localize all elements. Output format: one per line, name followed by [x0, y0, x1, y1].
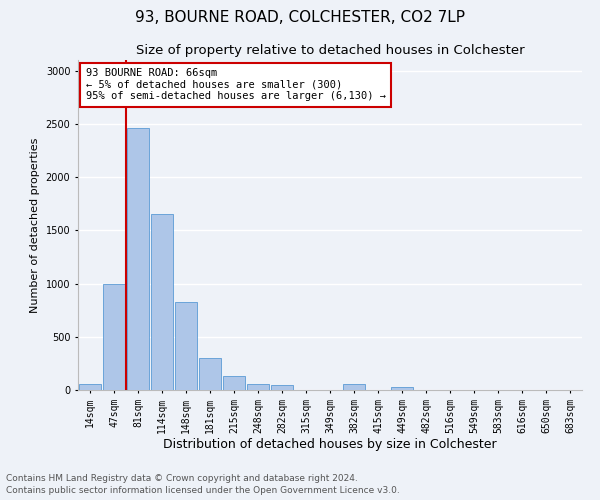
Bar	[199, 358, 221, 390]
Bar	[151, 214, 173, 390]
Bar	[271, 385, 293, 390]
Bar	[127, 128, 149, 390]
Title: Size of property relative to detached houses in Colchester: Size of property relative to detached ho…	[136, 44, 524, 58]
Bar	[343, 384, 365, 390]
Text: 93, BOURNE ROAD, COLCHESTER, CO2 7LP: 93, BOURNE ROAD, COLCHESTER, CO2 7LP	[135, 10, 465, 25]
Y-axis label: Number of detached properties: Number of detached properties	[30, 138, 40, 312]
Bar	[391, 387, 413, 390]
Bar	[175, 302, 197, 390]
Text: 93 BOURNE ROAD: 66sqm
← 5% of detached houses are smaller (300)
95% of semi-deta: 93 BOURNE ROAD: 66sqm ← 5% of detached h…	[86, 68, 386, 102]
Text: Contains HM Land Registry data © Crown copyright and database right 2024.
Contai: Contains HM Land Registry data © Crown c…	[6, 474, 400, 495]
Bar	[79, 384, 101, 390]
Bar	[247, 384, 269, 390]
Bar	[103, 284, 125, 390]
Bar	[223, 376, 245, 390]
X-axis label: Distribution of detached houses by size in Colchester: Distribution of detached houses by size …	[163, 438, 497, 452]
